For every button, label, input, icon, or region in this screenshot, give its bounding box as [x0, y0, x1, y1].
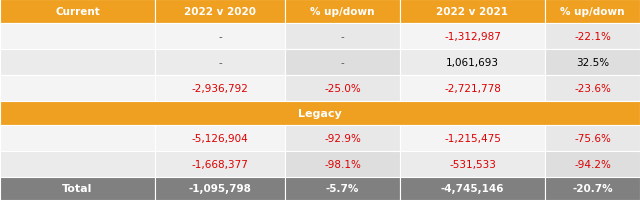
Bar [155, 177, 285, 200]
Text: 2022 v 2021: 2022 v 2021 [436, 7, 509, 17]
Text: -5,126,904: -5,126,904 [191, 133, 248, 143]
Text: -1,312,987: -1,312,987 [444, 32, 501, 42]
Bar [545, 0, 640, 24]
Text: -2,721,778: -2,721,778 [444, 84, 501, 94]
Bar [545, 151, 640, 177]
Bar [545, 50, 640, 76]
Bar [0, 24, 155, 50]
Text: 32.5%: 32.5% [576, 58, 609, 68]
Bar [285, 0, 400, 24]
Bar [285, 50, 400, 76]
Text: % up/down: % up/down [560, 7, 625, 17]
Bar [0, 102, 640, 125]
Text: Current: Current [55, 7, 100, 17]
Bar [285, 151, 400, 177]
Text: -: - [340, 32, 344, 42]
Text: -1,095,798: -1,095,798 [189, 183, 252, 193]
Bar [400, 76, 545, 102]
Bar [545, 76, 640, 102]
Text: -75.6%: -75.6% [574, 133, 611, 143]
Text: -: - [218, 58, 222, 68]
Text: -92.9%: -92.9% [324, 133, 361, 143]
Text: 2022 v 2020: 2022 v 2020 [184, 7, 256, 17]
Bar [155, 76, 285, 102]
Text: Legacy: Legacy [298, 108, 342, 118]
Bar [400, 24, 545, 50]
Text: Total: Total [62, 183, 93, 193]
Bar [285, 76, 400, 102]
Text: -20.7%: -20.7% [572, 183, 613, 193]
Bar [155, 0, 285, 24]
Bar [155, 50, 285, 76]
Text: % up/down: % up/down [310, 7, 375, 17]
Bar [285, 125, 400, 151]
Text: -23.6%: -23.6% [574, 84, 611, 94]
Bar [0, 177, 155, 200]
Bar [155, 151, 285, 177]
Text: -22.1%: -22.1% [574, 32, 611, 42]
Bar [400, 177, 545, 200]
Bar [400, 0, 545, 24]
Text: -531,533: -531,533 [449, 159, 496, 169]
Text: -4,745,146: -4,745,146 [441, 183, 504, 193]
Text: -2,936,792: -2,936,792 [191, 84, 248, 94]
Bar [545, 24, 640, 50]
Bar [0, 76, 155, 102]
Text: -5.7%: -5.7% [326, 183, 359, 193]
Bar [400, 50, 545, 76]
Bar [285, 177, 400, 200]
Bar [155, 125, 285, 151]
Text: -94.2%: -94.2% [574, 159, 611, 169]
Bar [155, 24, 285, 50]
Bar [400, 125, 545, 151]
Bar [285, 24, 400, 50]
Text: -25.0%: -25.0% [324, 84, 361, 94]
Bar [0, 50, 155, 76]
Text: -1,668,377: -1,668,377 [191, 159, 248, 169]
Bar [0, 151, 155, 177]
Bar [0, 125, 155, 151]
Bar [0, 0, 155, 24]
Text: -1,215,475: -1,215,475 [444, 133, 501, 143]
Bar [545, 177, 640, 200]
Bar [400, 151, 545, 177]
Text: 1,061,693: 1,061,693 [446, 58, 499, 68]
Text: -: - [340, 58, 344, 68]
Text: -98.1%: -98.1% [324, 159, 361, 169]
Bar [545, 125, 640, 151]
Text: -: - [218, 32, 222, 42]
